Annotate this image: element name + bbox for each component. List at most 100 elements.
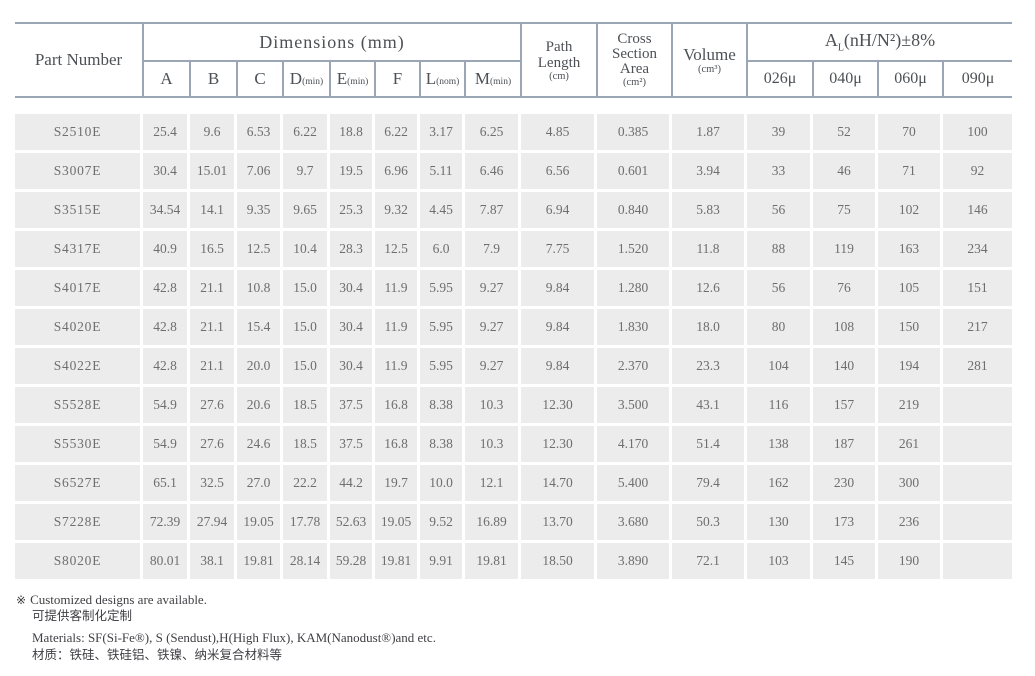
part-number-cell: S8020E	[15, 543, 143, 582]
value-cell: 10.4	[283, 231, 330, 270]
value-cell: 6.94	[521, 192, 597, 231]
value-cell: 40.9	[143, 231, 190, 270]
value-cell	[943, 387, 1012, 426]
col-header-dim-f: F	[374, 60, 421, 98]
value-cell: 6.22	[283, 114, 330, 153]
col-header-al-090: 090μ	[942, 60, 1012, 98]
volume-label: Volume	[683, 45, 736, 64]
al-label: AL(nH/N²)±8%	[824, 30, 936, 54]
value-cell: 59.28	[330, 543, 375, 582]
value-cell: 163	[878, 231, 943, 270]
volume-unit: (cm³)	[698, 64, 721, 75]
col-header-al-040: 040μ	[812, 60, 879, 98]
path-length-line1: Path	[545, 38, 573, 55]
value-cell: 6.96	[375, 153, 420, 192]
value-cell: 9.84	[521, 348, 597, 387]
col-header-dim-a: A	[142, 60, 191, 98]
value-cell: 18.5	[283, 387, 330, 426]
value-cell: 10.8	[237, 270, 283, 309]
value-cell: 3.680	[597, 504, 672, 543]
value-cell: 5.95	[420, 348, 465, 387]
value-cell: 27.6	[190, 387, 237, 426]
value-cell: 13.70	[521, 504, 597, 543]
value-cell: 50.3	[672, 504, 747, 543]
value-cell: 12.6	[672, 270, 747, 309]
value-cell: 14.1	[190, 192, 237, 231]
value-cell: 19.05	[237, 504, 283, 543]
col-header-dim-e: E(min)	[329, 60, 376, 98]
value-cell: 4.45	[420, 192, 465, 231]
value-cell: 42.8	[143, 348, 190, 387]
value-cell: 11.9	[375, 348, 420, 387]
value-cell: 100	[943, 114, 1012, 153]
value-cell: 6.0	[420, 231, 465, 270]
col-header-cross-section: Cross Section Area (cm²)	[596, 22, 673, 98]
value-cell	[943, 543, 1012, 582]
value-cell: 25.4	[143, 114, 190, 153]
value-cell: 194	[878, 348, 943, 387]
value-cell: 70	[878, 114, 943, 153]
value-cell: 230	[813, 465, 878, 504]
value-cell: 11.9	[375, 270, 420, 309]
dimensions-label: Dimensions (mm)	[259, 31, 405, 52]
value-cell: 6.22	[375, 114, 420, 153]
value-cell: 21.1	[190, 309, 237, 348]
value-cell: 72.1	[672, 543, 747, 582]
col-header-dim-b: B	[189, 60, 238, 98]
value-cell: 15.0	[283, 309, 330, 348]
customized-note-en: ※ Customized designs are available.	[16, 592, 207, 607]
spec-table-header: Part Number Dimensions (mm) Path Length …	[15, 22, 1012, 98]
value-cell: 28.3	[330, 231, 375, 270]
value-cell: 7.87	[465, 192, 521, 231]
value-cell: 18.0	[672, 309, 747, 348]
value-cell: 116	[747, 387, 813, 426]
col-header-al-026: 026μ	[746, 60, 814, 98]
value-cell: 12.5	[237, 231, 283, 270]
value-cell: 71	[878, 153, 943, 192]
value-cell: 54.9	[143, 387, 190, 426]
value-cell: 72.39	[143, 504, 190, 543]
part-number-cell: S5528E	[15, 387, 143, 426]
value-cell: 3.17	[420, 114, 465, 153]
value-cell: 219	[878, 387, 943, 426]
col-header-al-060: 060μ	[877, 60, 944, 98]
value-cell: 33	[747, 153, 813, 192]
value-cell: 51.4	[672, 426, 747, 465]
value-cell: 162	[747, 465, 813, 504]
materials-note-en: Materials: SF(Si-Fe®), S (Sendust),H(Hig…	[32, 630, 436, 645]
value-cell: 151	[943, 270, 1012, 309]
spec-table-body: S2510E 25.4 9.6 6.53 6.22 18.8 6.22 3.17 6.25 4.8…	[15, 114, 1012, 582]
value-cell: 19.81	[375, 543, 420, 582]
value-cell: 21.1	[190, 348, 237, 387]
col-header-dim-m: M(min)	[464, 60, 522, 98]
value-cell: 18.50	[521, 543, 597, 582]
value-cell: 138	[747, 426, 813, 465]
value-cell: 7.9	[465, 231, 521, 270]
value-cell: 5.400	[597, 465, 672, 504]
materials-note-zh: 材质：铁硅、铁硅铝、铁镍、纳米复合材料等	[32, 647, 283, 662]
value-cell: 16.8	[375, 387, 420, 426]
value-cell: 5.95	[420, 309, 465, 348]
value-cell: 7.75	[521, 231, 597, 270]
value-cell: 75	[813, 192, 878, 231]
col-header-al: AL(nH/N²)±8%	[746, 22, 1012, 62]
value-cell: 21.1	[190, 270, 237, 309]
part-number-cell: S2510E	[15, 114, 143, 153]
reference-mark: ※	[16, 593, 27, 607]
value-cell: 105	[878, 270, 943, 309]
value-cell: 217	[943, 309, 1012, 348]
value-cell: 300	[878, 465, 943, 504]
value-cell: 10.3	[465, 387, 521, 426]
value-cell	[943, 504, 1012, 543]
value-cell: 15.0	[283, 270, 330, 309]
part-number-cell: S3515E	[15, 192, 143, 231]
value-cell: 1.520	[597, 231, 672, 270]
part-number-label: Part Number	[34, 50, 123, 69]
value-cell: 65.1	[143, 465, 190, 504]
value-cell: 12.1	[465, 465, 521, 504]
value-cell: 102	[878, 192, 943, 231]
value-cell: 9.27	[465, 270, 521, 309]
col-header-dim-d: D(min)	[282, 60, 331, 98]
part-number-cell: S4017E	[15, 270, 143, 309]
part-number-cell: S6527E	[15, 465, 143, 504]
